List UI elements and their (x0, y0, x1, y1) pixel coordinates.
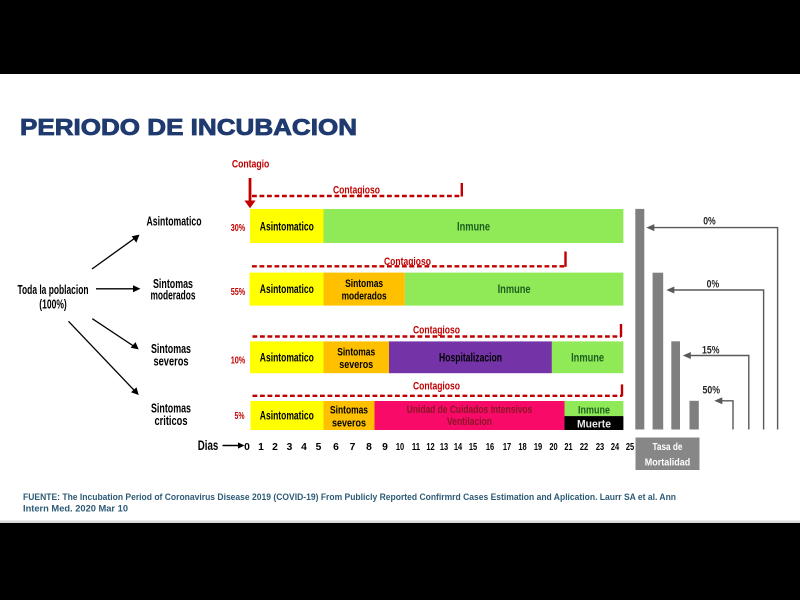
svg-text:10: 10 (396, 442, 404, 453)
svg-text:8: 8 (366, 442, 372, 453)
svg-text:Asintomatico: Asintomatico (260, 350, 314, 364)
svg-text:Contagio: Contagio (232, 159, 270, 171)
svg-text:PERIODO DE INCUBACION: PERIODO DE INCUBACION (20, 114, 357, 140)
svg-text:18: 18 (518, 442, 526, 453)
svg-text:25: 25 (626, 442, 634, 453)
svg-text:11: 11 (412, 442, 421, 453)
svg-text:17: 17 (503, 442, 511, 453)
svg-text:moderados: moderados (342, 291, 387, 303)
svg-text:21: 21 (564, 442, 572, 453)
svg-text:2: 2 (272, 442, 278, 453)
svg-text:30%: 30% (231, 223, 246, 234)
svg-text:Sintomas: Sintomas (153, 277, 193, 291)
svg-text:14: 14 (454, 442, 462, 453)
svg-text:0: 0 (244, 442, 250, 453)
svg-text:Sintomas: Sintomas (345, 278, 383, 290)
svg-text:Unidad de Cuidados Intensivos: Unidad de Cuidados Intensivos (407, 404, 533, 416)
svg-text:4: 4 (301, 442, 307, 453)
svg-text:severos: severos (154, 355, 189, 369)
svg-text:13: 13 (440, 442, 448, 453)
svg-text:FUENTE: The Incubation Period: FUENTE: The Incubation Period of Coronav… (23, 492, 676, 502)
svg-text:moderados: moderados (151, 288, 196, 302)
svg-text:Tasa de: Tasa de (653, 441, 683, 453)
svg-text:Contagioso: Contagioso (333, 185, 380, 197)
svg-text:19: 19 (534, 442, 542, 453)
svg-text:Asintomatico: Asintomatico (260, 409, 314, 423)
svg-text:50%: 50% (703, 384, 721, 396)
svg-text:12: 12 (426, 442, 434, 453)
svg-text:0%: 0% (707, 278, 720, 290)
svg-text:10%: 10% (231, 355, 246, 366)
svg-text:24: 24 (611, 442, 619, 453)
svg-text:6: 6 (333, 442, 339, 453)
svg-text:15%: 15% (702, 344, 720, 356)
svg-text:9: 9 (382, 442, 388, 453)
svg-text:16: 16 (486, 442, 494, 453)
svg-text:22: 22 (580, 442, 588, 453)
svg-text:Dias: Dias (198, 438, 219, 453)
svg-text:Sintomas: Sintomas (337, 347, 375, 359)
svg-text:5: 5 (316, 442, 322, 453)
svg-text:Contagioso: Contagioso (413, 324, 460, 336)
svg-text:0%: 0% (703, 215, 716, 227)
svg-text:severos: severos (332, 418, 366, 430)
svg-text:15: 15 (469, 442, 477, 453)
svg-text:Inmune: Inmune (578, 404, 610, 416)
svg-text:Muerte: Muerte (577, 418, 611, 430)
svg-text:5%: 5% (235, 411, 245, 422)
svg-text:Mortalidad: Mortalidad (645, 456, 691, 468)
svg-text:Inmune: Inmune (571, 350, 604, 364)
svg-text:Ventilacion: Ventilacion (447, 416, 492, 428)
svg-text:Sintomas: Sintomas (330, 405, 368, 417)
svg-text:Sintomas: Sintomas (151, 342, 191, 356)
svg-text:7: 7 (350, 442, 356, 453)
svg-text:Contagioso: Contagioso (384, 256, 431, 268)
svg-text:55%: 55% (231, 287, 246, 298)
svg-text:1: 1 (258, 442, 264, 453)
svg-text:criticos: criticos (155, 414, 188, 428)
svg-text:(100%): (100%) (39, 298, 67, 312)
svg-text:Toda la poblacion: Toda la poblacion (18, 283, 89, 297)
svg-text:Contagioso: Contagioso (413, 381, 460, 393)
svg-text:Intern Med. 2020 Mar 10: Intern Med. 2020 Mar 10 (23, 504, 128, 514)
svg-text:Inmune: Inmune (457, 219, 490, 233)
svg-text:Sintomas: Sintomas (151, 402, 191, 416)
svg-text:Hospitalizacion: Hospitalizacion (439, 350, 502, 364)
svg-text:20: 20 (549, 442, 557, 453)
svg-text:Asintomatico: Asintomatico (260, 282, 314, 296)
svg-text:3: 3 (287, 442, 293, 453)
svg-text:Asintomatico: Asintomatico (147, 214, 202, 228)
svg-text:23: 23 (596, 442, 604, 453)
svg-text:Inmune: Inmune (498, 282, 531, 296)
svg-text:severos: severos (339, 359, 373, 371)
svg-text:Asintomatico: Asintomatico (260, 219, 314, 233)
